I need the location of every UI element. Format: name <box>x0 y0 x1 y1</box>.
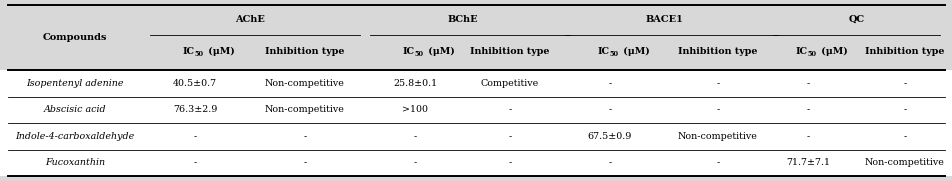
Text: -: - <box>805 79 809 88</box>
Text: BChE: BChE <box>446 14 477 24</box>
Text: BACE1: BACE1 <box>645 14 683 24</box>
Text: -: - <box>303 132 307 141</box>
Text: Competitive: Competitive <box>481 79 539 88</box>
Text: 76.3±2.9: 76.3±2.9 <box>172 105 217 114</box>
Text: -: - <box>193 158 196 167</box>
Text: Non-competitive: Non-competitive <box>265 79 345 88</box>
Bar <box>0 5 952 70</box>
Text: IC: IC <box>183 47 195 56</box>
Text: 71.7±7.1: 71.7±7.1 <box>785 158 829 167</box>
Text: Non-competitive: Non-competitive <box>864 158 944 167</box>
Text: Non-competitive: Non-competitive <box>678 132 757 141</box>
Text: (μM): (μM) <box>817 47 847 56</box>
Text: Isopentenyl adenine: Isopentenyl adenine <box>27 79 124 88</box>
Text: -: - <box>716 158 719 167</box>
Text: -: - <box>303 158 307 167</box>
Text: -: - <box>507 132 511 141</box>
Text: 50: 50 <box>609 50 619 58</box>
Text: Inhibition type: Inhibition type <box>470 47 549 56</box>
Text: 67.5±0.9: 67.5±0.9 <box>587 132 631 141</box>
Text: -: - <box>507 158 511 167</box>
Text: IC: IC <box>795 47 807 56</box>
Text: IC: IC <box>403 47 414 56</box>
Text: -: - <box>507 105 511 114</box>
Text: Inhibition type: Inhibition type <box>265 47 345 56</box>
Text: 50: 50 <box>414 50 424 58</box>
Text: -: - <box>413 158 416 167</box>
Text: >100: >100 <box>402 105 427 114</box>
Text: QC: QC <box>847 14 863 24</box>
Text: -: - <box>607 105 611 114</box>
Text: (μM): (μM) <box>425 47 454 56</box>
Text: Fucoxanthin: Fucoxanthin <box>45 158 105 167</box>
Text: 25.8±0.1: 25.8±0.1 <box>392 79 437 88</box>
Text: -: - <box>902 132 905 141</box>
Text: Compounds: Compounds <box>43 33 108 42</box>
Text: -: - <box>607 158 611 167</box>
Text: (μM): (μM) <box>205 47 234 56</box>
Text: -: - <box>716 105 719 114</box>
Text: Inhibition type: Inhibition type <box>678 47 757 56</box>
Text: -: - <box>902 105 905 114</box>
Text: Indole-4-carboxaldehyde: Indole-4-carboxaldehyde <box>15 132 134 141</box>
Text: 50: 50 <box>807 50 816 58</box>
Text: Non-competitive: Non-competitive <box>265 105 345 114</box>
Text: AChE: AChE <box>235 14 265 24</box>
Text: -: - <box>413 132 416 141</box>
Bar <box>0 70 952 176</box>
Text: -: - <box>607 79 611 88</box>
Text: -: - <box>902 79 905 88</box>
Text: IC: IC <box>597 47 609 56</box>
Text: -: - <box>805 132 809 141</box>
Text: -: - <box>805 105 809 114</box>
Text: (μM): (μM) <box>620 47 649 56</box>
Text: 40.5±0.7: 40.5±0.7 <box>172 79 217 88</box>
Text: Inhibition type: Inhibition type <box>864 47 943 56</box>
Text: -: - <box>716 79 719 88</box>
Text: -: - <box>193 132 196 141</box>
Text: 50: 50 <box>195 50 204 58</box>
Text: Abscisic acid: Abscisic acid <box>44 105 107 114</box>
